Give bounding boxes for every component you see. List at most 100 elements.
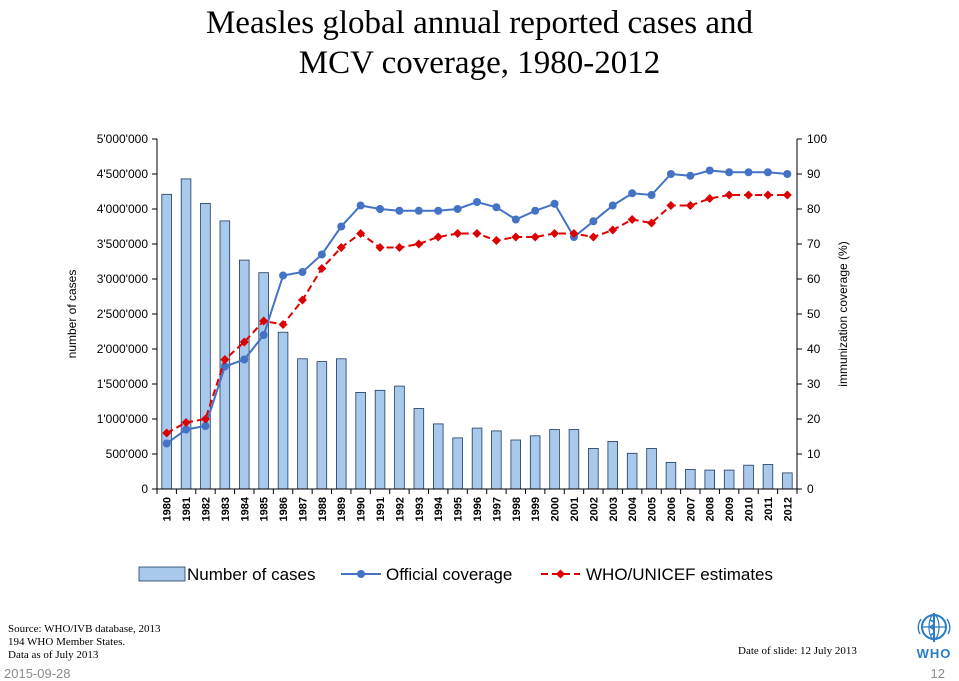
x-tick-label: 1998	[511, 497, 523, 521]
point-who-unicef-estimates-1998	[511, 232, 521, 242]
point-who-unicef-estimates-1984	[239, 337, 249, 347]
bar-1985	[258, 272, 269, 490]
legend-label-1: WHO/UNICEF estimates	[586, 565, 773, 584]
point-who-unicef-estimates-2004	[627, 215, 637, 224]
bar-2008	[704, 469, 716, 490]
x-tick-label: 1995	[453, 497, 465, 521]
point-who-unicef-estimates-1997	[491, 236, 501, 245]
point-who-unicef-estimates-1983	[220, 355, 230, 364]
x-tick-label: 1997	[491, 497, 503, 521]
source-line-3: Data as of July 2013	[8, 649, 99, 661]
x-tick-label: 2006	[666, 497, 678, 521]
point-who-unicef-estimates-1987	[297, 295, 307, 305]
bar-2001	[568, 429, 580, 490]
legend-label-bars: Number of cases	[187, 565, 316, 584]
bar-2010	[743, 464, 754, 490]
bar-1990	[355, 391, 366, 490]
x-tick-label: 1996	[472, 497, 484, 521]
point-official-coverage-1986	[279, 271, 288, 280]
x-tick-label: 1994	[433, 496, 445, 521]
legend-marker-1	[556, 569, 565, 579]
point-who-unicef-estimates-1985	[259, 316, 269, 326]
x-tick-label: 1993	[414, 497, 426, 521]
point-who-unicef-estimates-2010	[744, 190, 754, 200]
footer-date: 2015-09-28	[4, 666, 71, 681]
point-official-coverage-2006	[666, 170, 675, 178]
point-who-unicef-estimates-1990	[356, 229, 366, 238]
bar-1992	[394, 385, 405, 490]
y-right-tick-label: 30	[807, 377, 821, 391]
y-right-tick-label: 40	[807, 342, 821, 356]
bar-1983	[219, 220, 231, 490]
x-tick-label: 1980	[162, 497, 174, 521]
y-left-tick-label: 1'500'000	[97, 377, 149, 391]
slide-title-line2: MCV coverage, 1980-2012	[298, 45, 661, 81]
point-official-coverage-1991	[376, 205, 385, 213]
point-official-coverage-1993	[414, 206, 423, 215]
bar-2009	[723, 469, 735, 490]
bar-1991	[374, 389, 386, 490]
measles-coverage-chart: 0 500'000 1'000'000 1'500'000 2'000'000 2'500…	[65, 132, 850, 584]
bar-1996	[471, 427, 483, 490]
y-right-tick-label: 70	[807, 237, 821, 251]
point-official-coverage-1998	[511, 215, 520, 224]
y-right-tick-label: 60	[807, 272, 821, 286]
who-emblem-icon	[917, 613, 951, 642]
y-right-tick-label: 20	[807, 412, 821, 426]
bar-1993	[413, 408, 425, 490]
bar-1998	[510, 439, 521, 490]
point-official-coverage-1983	[220, 362, 229, 371]
x-tick-label: 2010	[744, 497, 756, 521]
bar-1986	[277, 331, 289, 490]
date-of-slide: Date of slide: 12 July 2013	[738, 645, 857, 657]
bar-1994	[432, 423, 444, 490]
point-official-coverage-2000	[550, 199, 559, 208]
legend-swatch-bars	[138, 566, 186, 582]
y-left-tick-label: 500'000	[106, 447, 149, 461]
y-left-tick-label: 3'500'000	[97, 237, 149, 251]
x-tick-label: 2007	[685, 497, 697, 521]
point-official-coverage-1990	[356, 201, 365, 210]
point-official-coverage-2010	[744, 168, 753, 177]
bar-2003	[607, 440, 619, 490]
point-official-coverage-1989	[337, 222, 346, 231]
y-right-tick-label: 80	[807, 202, 821, 216]
point-who-unicef-estimates-1995	[453, 229, 463, 238]
source-line-2: 194 WHO Member States.	[8, 636, 126, 648]
point-who-unicef-estimates-1981	[181, 418, 191, 427]
bar-2000	[549, 429, 560, 490]
point-official-coverage-2004	[628, 189, 637, 198]
bar-1989	[335, 358, 347, 490]
x-tick-label: 1985	[259, 497, 271, 521]
x-tick-label: 1989	[336, 497, 348, 521]
point-who-unicef-estimates-2011	[763, 190, 773, 200]
point-official-coverage-1985	[259, 331, 268, 339]
x-tick-label: 1988	[317, 497, 329, 521]
point-who-unicef-estimates-2007	[685, 201, 695, 210]
point-who-unicef-estimates-1988	[317, 264, 327, 273]
point-who-unicef-estimates-1989	[336, 243, 346, 252]
point-official-coverage-1988	[317, 250, 326, 259]
y-left-tick-label: 4'000'000	[97, 202, 149, 216]
y-left-tick-label: 3'000'000	[97, 272, 149, 286]
x-tick-label: 2003	[608, 497, 620, 521]
page-number: 12	[930, 666, 945, 681]
y-left-tick-label: 2'500'000	[97, 307, 149, 321]
x-tick-label: 1990	[356, 497, 368, 521]
x-tick-label: 1986	[278, 497, 290, 521]
source-note: Source: WHO/IVB database, 2013 194 WHO M…	[8, 623, 161, 662]
point-official-coverage-1984	[240, 355, 249, 364]
point-official-coverage-1997	[492, 203, 501, 212]
legend-label-0: Official coverage	[386, 565, 512, 584]
point-official-coverage-2005	[647, 191, 656, 199]
point-official-coverage-2007	[686, 171, 695, 180]
who-logo-text: WHO	[916, 646, 952, 661]
y-right-tick-label: 0	[807, 482, 814, 496]
point-official-coverage-1992	[395, 206, 404, 215]
x-tick-label: 2001	[569, 497, 581, 521]
x-tick-label: 2008	[705, 497, 717, 521]
y-left-tick-label: 5'000'000	[97, 132, 149, 146]
point-who-unicef-estimates-2008	[705, 194, 715, 203]
y-left-tick-label: 0	[141, 482, 148, 496]
point-official-coverage-1987	[298, 268, 307, 276]
